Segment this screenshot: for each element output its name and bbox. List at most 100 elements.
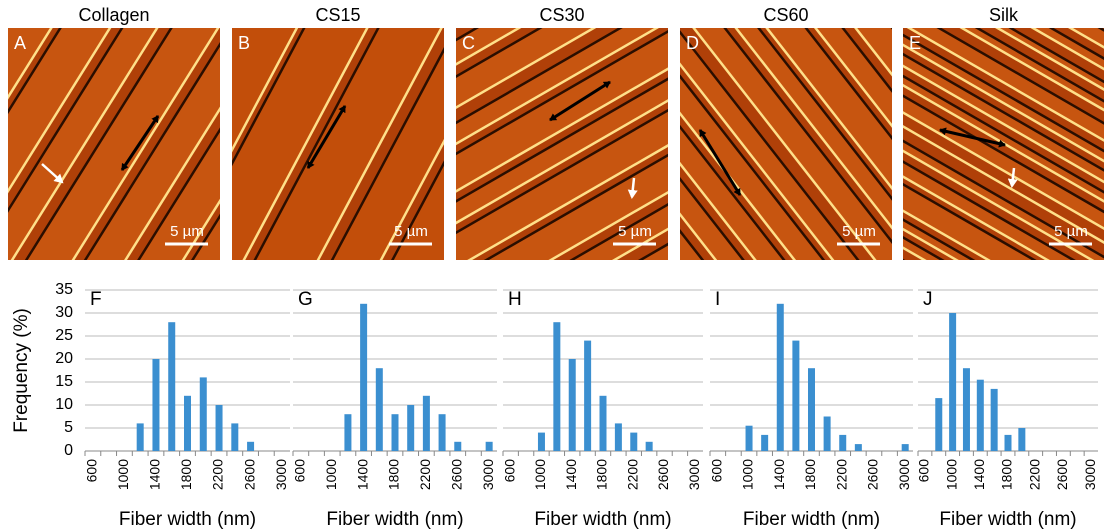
bar (935, 398, 942, 451)
x-tick-label: 1000 (532, 459, 548, 490)
bar (949, 313, 956, 451)
panel-letter: B (238, 33, 250, 53)
panel-letter: F (90, 289, 102, 310)
bar (792, 341, 799, 451)
bar (977, 380, 984, 451)
x-tick-label: 1400 (563, 459, 579, 490)
panel-letter: H (508, 289, 522, 310)
panel-letter: D (686, 33, 699, 53)
y-tick-label: 0 (64, 442, 73, 459)
bar (963, 368, 970, 451)
bar (855, 444, 862, 451)
bar (615, 423, 622, 451)
bar (486, 442, 493, 451)
bar (360, 304, 367, 451)
bar (168, 322, 175, 451)
panel-letter: C (462, 33, 475, 53)
x-tick-label: 2600 (241, 459, 257, 490)
scale-bar-label: 5 µm (618, 223, 652, 240)
bar (184, 396, 191, 451)
x-tick-label: 2200 (210, 459, 226, 490)
panel-letter: J (923, 289, 933, 310)
x-tick-label: 1400 (354, 459, 370, 490)
panel-letter: E (909, 33, 921, 53)
bar (216, 405, 223, 451)
x-tick-label: 2200 (624, 459, 640, 490)
x-tick-label: 2600 (1054, 459, 1070, 490)
x-tick-label: 1400 (147, 459, 163, 490)
y-tick-label: 35 (55, 281, 73, 298)
bar (454, 442, 461, 451)
bar (808, 368, 815, 451)
x-tick-label: 1800 (178, 459, 194, 490)
x-axis-label: Fiber width (nm) (534, 509, 671, 530)
bar (600, 396, 607, 451)
x-tick-label: 1000 (115, 459, 131, 490)
x-tick-label: 3000 (273, 459, 289, 490)
bar (247, 442, 254, 451)
bar (991, 389, 998, 451)
image-title: Silk (989, 5, 1019, 25)
x-tick-label: 1800 (594, 459, 610, 490)
bar (231, 423, 238, 451)
y-tick-label: 15 (55, 373, 73, 390)
x-axis-label: Fiber width (nm) (743, 509, 880, 530)
y-tick-label: 20 (55, 350, 73, 367)
bar (584, 341, 591, 451)
x-tick-label: 1800 (802, 459, 818, 490)
scale-bar-label: 5 µm (842, 223, 876, 240)
y-tick-label: 10 (55, 396, 73, 413)
bar (902, 444, 909, 451)
bar (824, 417, 831, 452)
bar (839, 435, 846, 451)
bar (538, 433, 545, 451)
x-axis-label: Fiber width (nm) (119, 509, 256, 530)
bar (423, 396, 430, 451)
x-axis-label: Fiber width (nm) (939, 509, 1076, 530)
scale-bar-label: 5 µm (394, 223, 428, 240)
scale-bar-label: 5 µm (1054, 223, 1088, 240)
x-tick-label: 3000 (1082, 459, 1098, 490)
y-axis-label: Frequency (%) (11, 308, 32, 433)
y-tick-label: 30 (55, 304, 73, 321)
x-tick-label: 2200 (1026, 459, 1042, 490)
panel-letter: I (715, 289, 720, 310)
x-tick-label: 2600 (655, 459, 671, 490)
image-title: CS30 (539, 5, 584, 25)
bar (392, 414, 399, 451)
x-tick-label: 1000 (740, 459, 756, 490)
image-title: CS60 (763, 5, 808, 25)
bar (553, 322, 560, 451)
x-tick-label: 1400 (771, 459, 787, 490)
bar (646, 442, 653, 451)
image-title: Collagen (78, 5, 149, 25)
image-title: CS15 (315, 5, 360, 25)
bar (777, 304, 784, 451)
x-tick-label: 600 (292, 459, 308, 483)
x-tick-label: 3000 (896, 459, 912, 490)
bar (1018, 428, 1025, 451)
x-tick-label: 1800 (386, 459, 402, 490)
bar (746, 426, 753, 451)
bar (137, 423, 144, 451)
scale-bar-label: 5 µm (170, 223, 204, 240)
bar (200, 377, 207, 451)
x-tick-label: 600 (84, 459, 100, 483)
bar (152, 359, 159, 451)
x-tick-label: 1000 (323, 459, 339, 490)
bar (407, 405, 414, 451)
figure: 5 µm A Collagen 5 µm B CS15 5 µm C CS30 5 µm D CS60… (0, 0, 1104, 531)
x-tick-label: 600 (709, 459, 725, 483)
y-tick-label: 25 (55, 327, 73, 344)
panel-letter: A (14, 33, 26, 53)
panel-letter: G (298, 289, 313, 310)
bar (439, 414, 446, 451)
x-tick-label: 3000 (686, 459, 702, 490)
bar (1005, 435, 1012, 451)
x-tick-label: 1400 (971, 459, 987, 490)
bar (376, 368, 383, 451)
x-tick-label: 2600 (865, 459, 881, 490)
x-tick-label: 1000 (943, 459, 959, 490)
x-axis-label: Fiber width (nm) (326, 509, 463, 530)
x-tick-label: 600 (501, 459, 517, 483)
